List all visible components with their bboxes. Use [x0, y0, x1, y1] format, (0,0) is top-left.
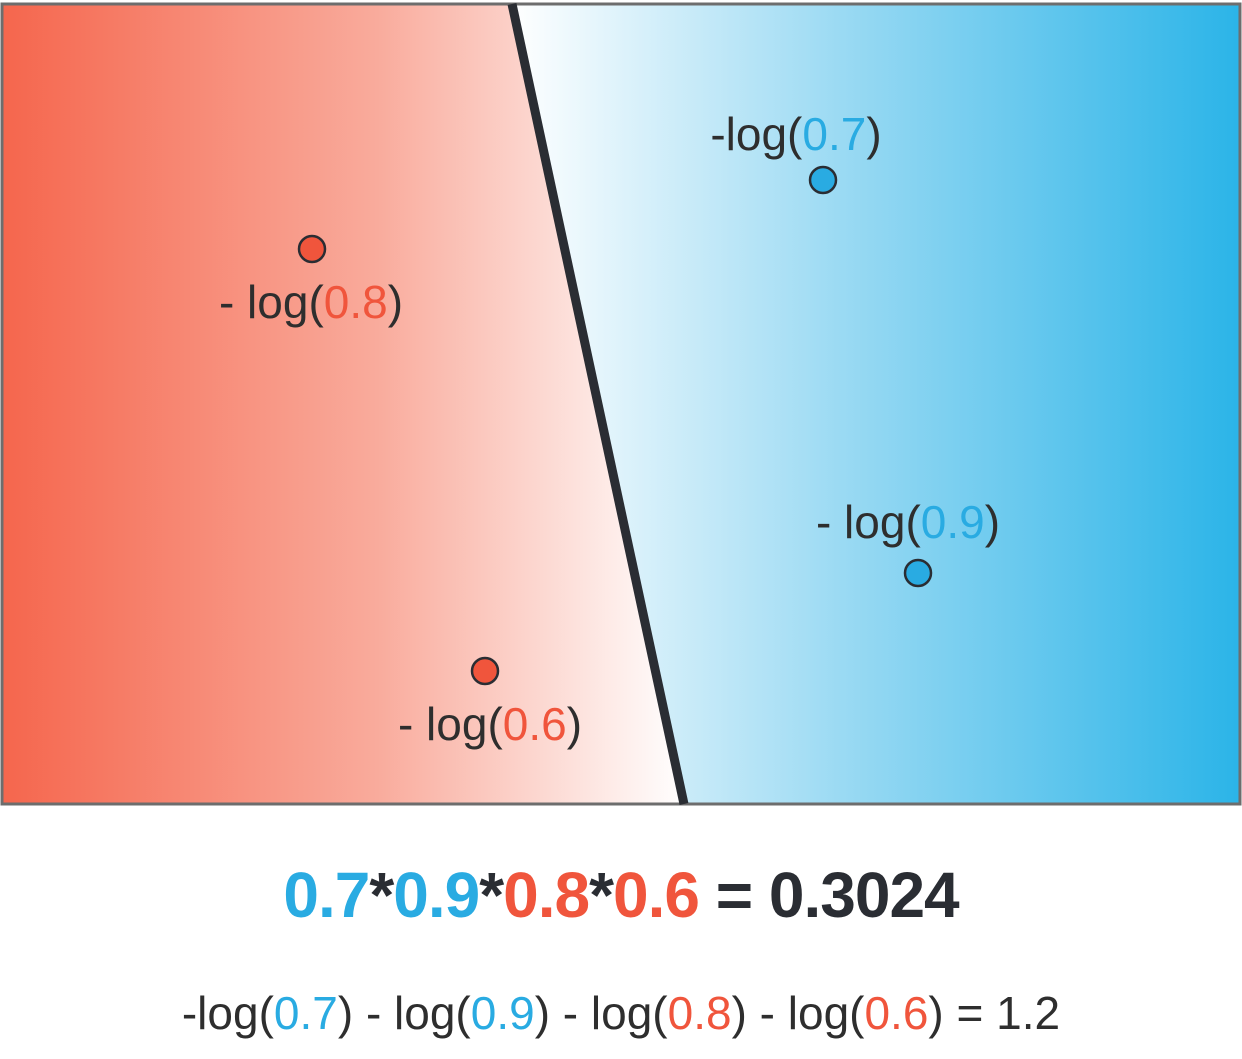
decision-boundary [507, 3, 689, 805]
red-point-top [297, 234, 327, 264]
product-value-4: 0.6 [612, 859, 700, 931]
log-term-2-suffix: ) - log( [534, 987, 668, 1039]
log-term-1-prefix: -log( [181, 987, 274, 1039]
product-operator-3: * [589, 859, 614, 931]
red-point-top-label: - log(0.8) [219, 276, 403, 328]
blue-region [512, 4, 1240, 804]
log-term-1-value: 0.7 [273, 987, 338, 1039]
blue-point-bottom [903, 558, 933, 588]
product-operator-1: * [369, 859, 394, 931]
probability-product: 0.7*0.9*0.8*0.6 = 0.3024 [0, 850, 1242, 940]
cross-entropy-sum: -log(0.7) - log(0.9) - log(0.8) - log(0.… [0, 983, 1242, 1043]
log-term-1-suffix: ) - log( [337, 987, 471, 1039]
product-value-3: 0.8 [503, 859, 590, 931]
blue-point-bottom-label: - log(0.9) [816, 496, 1000, 548]
red-point-bottom [470, 656, 500, 686]
log-term-3-suffix: ) - log( [731, 987, 865, 1039]
log-term-4-suffix: ) = 1.2 [928, 987, 1061, 1039]
diagram-frame [0, 2, 1242, 806]
log-term-4-value: 0.6 [864, 987, 929, 1039]
log-term-2-value: 0.9 [470, 987, 535, 1039]
product-operator-2: * [479, 859, 504, 931]
red-region [2, 4, 684, 804]
classification-diagram: -log(0.7) - log(0.9) - log(0.8) - log(0.… [0, 2, 1242, 806]
product-result: = 0.3024 [698, 859, 960, 931]
log-term-3-value: 0.8 [667, 987, 732, 1039]
product-value-2: 0.9 [393, 859, 480, 931]
product-value-1: 0.7 [283, 859, 370, 931]
blue-point-top [808, 165, 838, 195]
blue-point-top-label: -log(0.7) [710, 108, 881, 160]
red-point-bottom-label: - log(0.6) [398, 698, 582, 750]
